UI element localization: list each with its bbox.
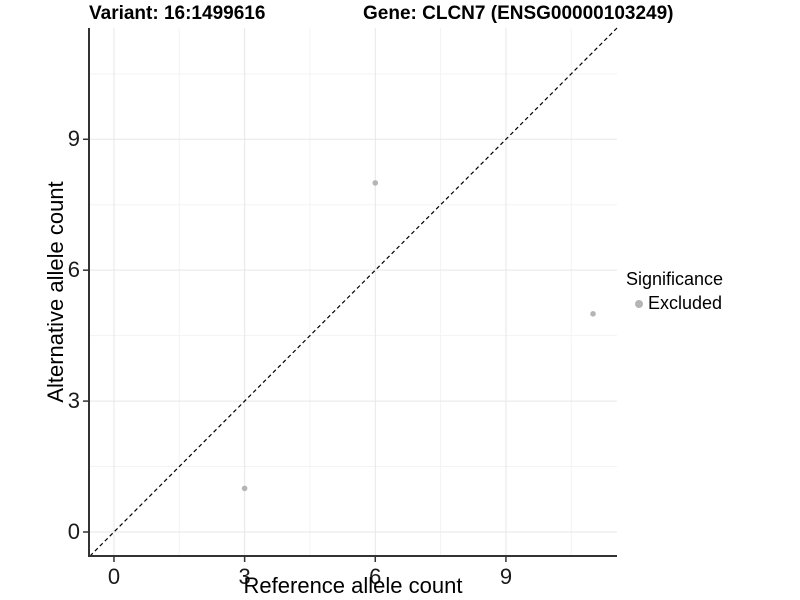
legend-point-icon	[635, 299, 643, 308]
x-tick-label: 3	[238, 564, 251, 589]
y-tick-label: 9	[67, 126, 80, 152]
y-tick-label: 6	[67, 257, 80, 283]
legend-item-label: Excluded	[648, 293, 723, 313]
x-tick-label: 0	[107, 564, 121, 589]
data-point	[590, 311, 596, 317]
x-tick-label: 9	[499, 564, 513, 589]
data-point	[241, 485, 248, 492]
x-axis-title: Reference allele count	[243, 573, 463, 598]
identity-reference-line	[89, 27, 618, 557]
y-tick-label: 0	[67, 519, 80, 544]
x-tick-label: 6	[369, 564, 382, 589]
legend-items: Excluded	[626, 293, 723, 314]
gene-title: Gene: CLCN7 (ENSG00000103249)	[363, 3, 674, 24]
y-axis-title: Alternative allele count	[43, 181, 68, 403]
legend-title: Significance	[626, 269, 724, 289]
data-point	[372, 180, 379, 186]
y-tick-label: 3	[67, 388, 80, 414]
legend-item: Excluded	[626, 293, 723, 314]
legend: Significance Excluded	[626, 269, 723, 314]
variant-title: Variant: 16:1499616	[89, 3, 266, 24]
